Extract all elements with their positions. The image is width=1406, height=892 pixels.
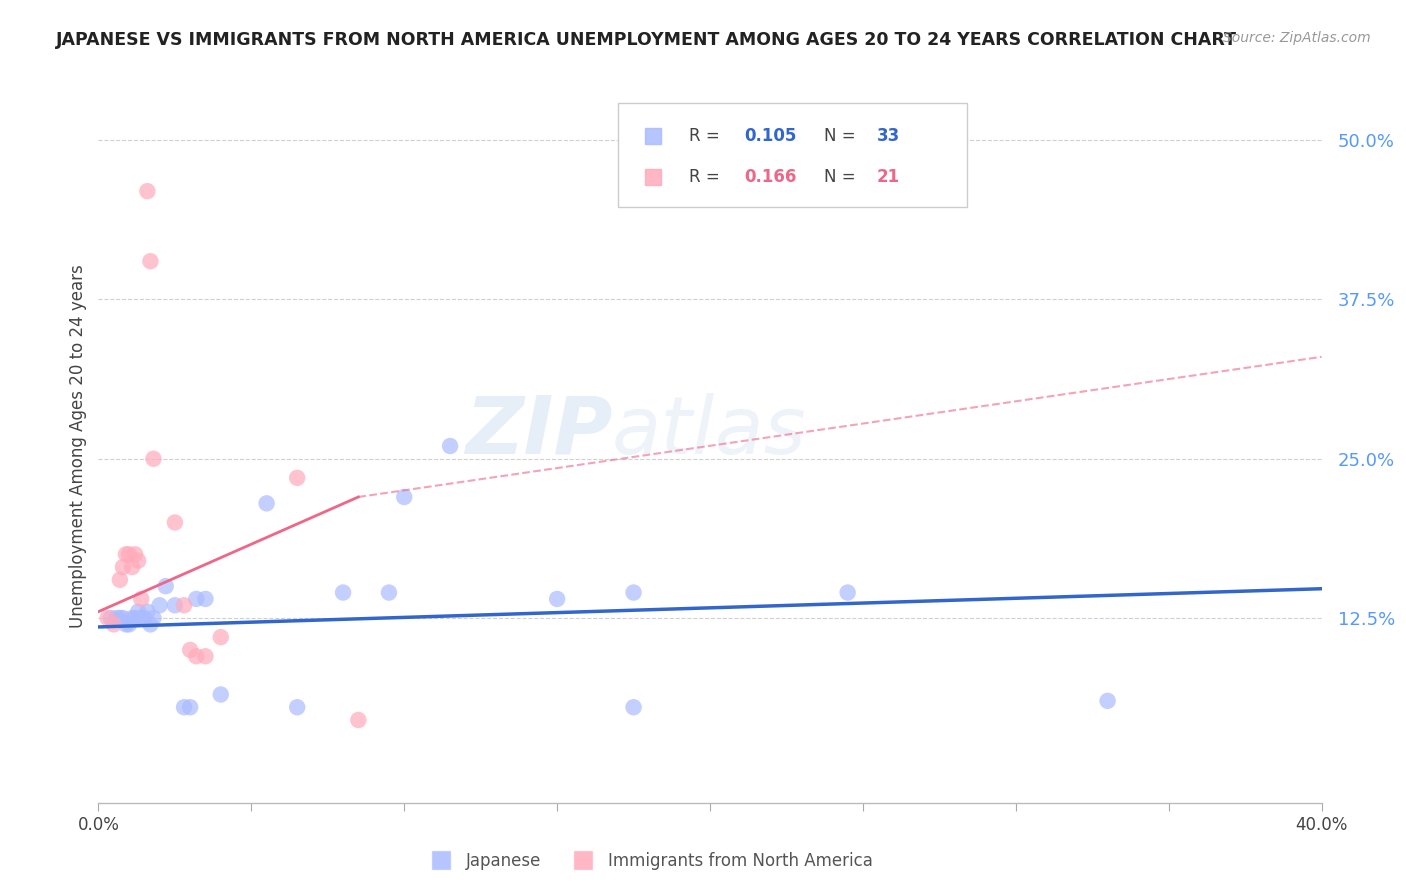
- Text: N =: N =: [824, 127, 860, 145]
- Point: [100, 611, 122, 625]
- Point: [155, 579, 177, 593]
- Text: 33: 33: [876, 127, 900, 145]
- Point: [623, 700, 645, 714]
- Point: [186, 649, 208, 664]
- Point: [163, 599, 186, 613]
- Point: [108, 573, 131, 587]
- Point: [105, 611, 128, 625]
- Point: [97, 611, 120, 625]
- Point: [142, 451, 165, 466]
- Point: [121, 611, 143, 625]
- Y-axis label: Unemployment Among Ages 20 to 24 years: Unemployment Among Ages 20 to 24 years: [69, 264, 87, 628]
- Point: [546, 591, 568, 606]
- Point: [332, 585, 354, 599]
- Point: [194, 591, 217, 606]
- Point: [285, 700, 308, 714]
- Point: [127, 605, 149, 619]
- Point: [142, 611, 165, 625]
- Point: [837, 585, 859, 599]
- Point: [392, 490, 416, 504]
- Point: [149, 599, 172, 613]
- Point: [111, 560, 134, 574]
- Point: [103, 617, 125, 632]
- Point: [111, 611, 134, 625]
- Text: 0.166: 0.166: [744, 168, 797, 186]
- Point: [179, 700, 201, 714]
- Point: [439, 439, 461, 453]
- Point: [139, 617, 162, 632]
- FancyBboxPatch shape: [619, 103, 967, 207]
- Point: [347, 713, 370, 727]
- Point: [139, 254, 162, 268]
- Text: 21: 21: [876, 168, 900, 186]
- Text: R =: R =: [689, 168, 725, 186]
- Point: [1097, 694, 1119, 708]
- Point: [134, 611, 156, 625]
- Point: [194, 649, 217, 664]
- Text: atlas: atlas: [612, 392, 807, 471]
- Point: [623, 585, 645, 599]
- Text: 0.105: 0.105: [744, 127, 797, 145]
- Point: [115, 617, 138, 632]
- Point: [186, 591, 208, 606]
- Point: [256, 496, 278, 510]
- Text: Source: ZipAtlas.com: Source: ZipAtlas.com: [1223, 31, 1371, 45]
- Point: [136, 184, 159, 198]
- Point: [115, 547, 138, 561]
- Text: ZIP: ZIP: [465, 392, 612, 471]
- Point: [124, 611, 146, 625]
- Legend: Japanese, Immigrants from North America: Japanese, Immigrants from North America: [418, 846, 880, 877]
- Point: [108, 611, 131, 625]
- Text: N =: N =: [824, 168, 860, 186]
- Point: [209, 630, 232, 644]
- Point: [129, 591, 152, 606]
- Point: [118, 547, 141, 561]
- Point: [173, 599, 195, 613]
- Text: R =: R =: [689, 127, 725, 145]
- Text: JAPANESE VS IMMIGRANTS FROM NORTH AMERICA UNEMPLOYMENT AMONG AGES 20 TO 24 YEARS: JAPANESE VS IMMIGRANTS FROM NORTH AMERIC…: [56, 31, 1237, 49]
- Point: [121, 560, 143, 574]
- Point: [118, 617, 141, 632]
- Point: [173, 700, 195, 714]
- Point: [163, 516, 186, 530]
- Point: [209, 688, 232, 702]
- Point: [127, 554, 149, 568]
- Point: [129, 611, 152, 625]
- Point: [179, 643, 201, 657]
- Point: [285, 471, 308, 485]
- Point: [136, 605, 159, 619]
- Point: [124, 547, 146, 561]
- Point: [378, 585, 401, 599]
